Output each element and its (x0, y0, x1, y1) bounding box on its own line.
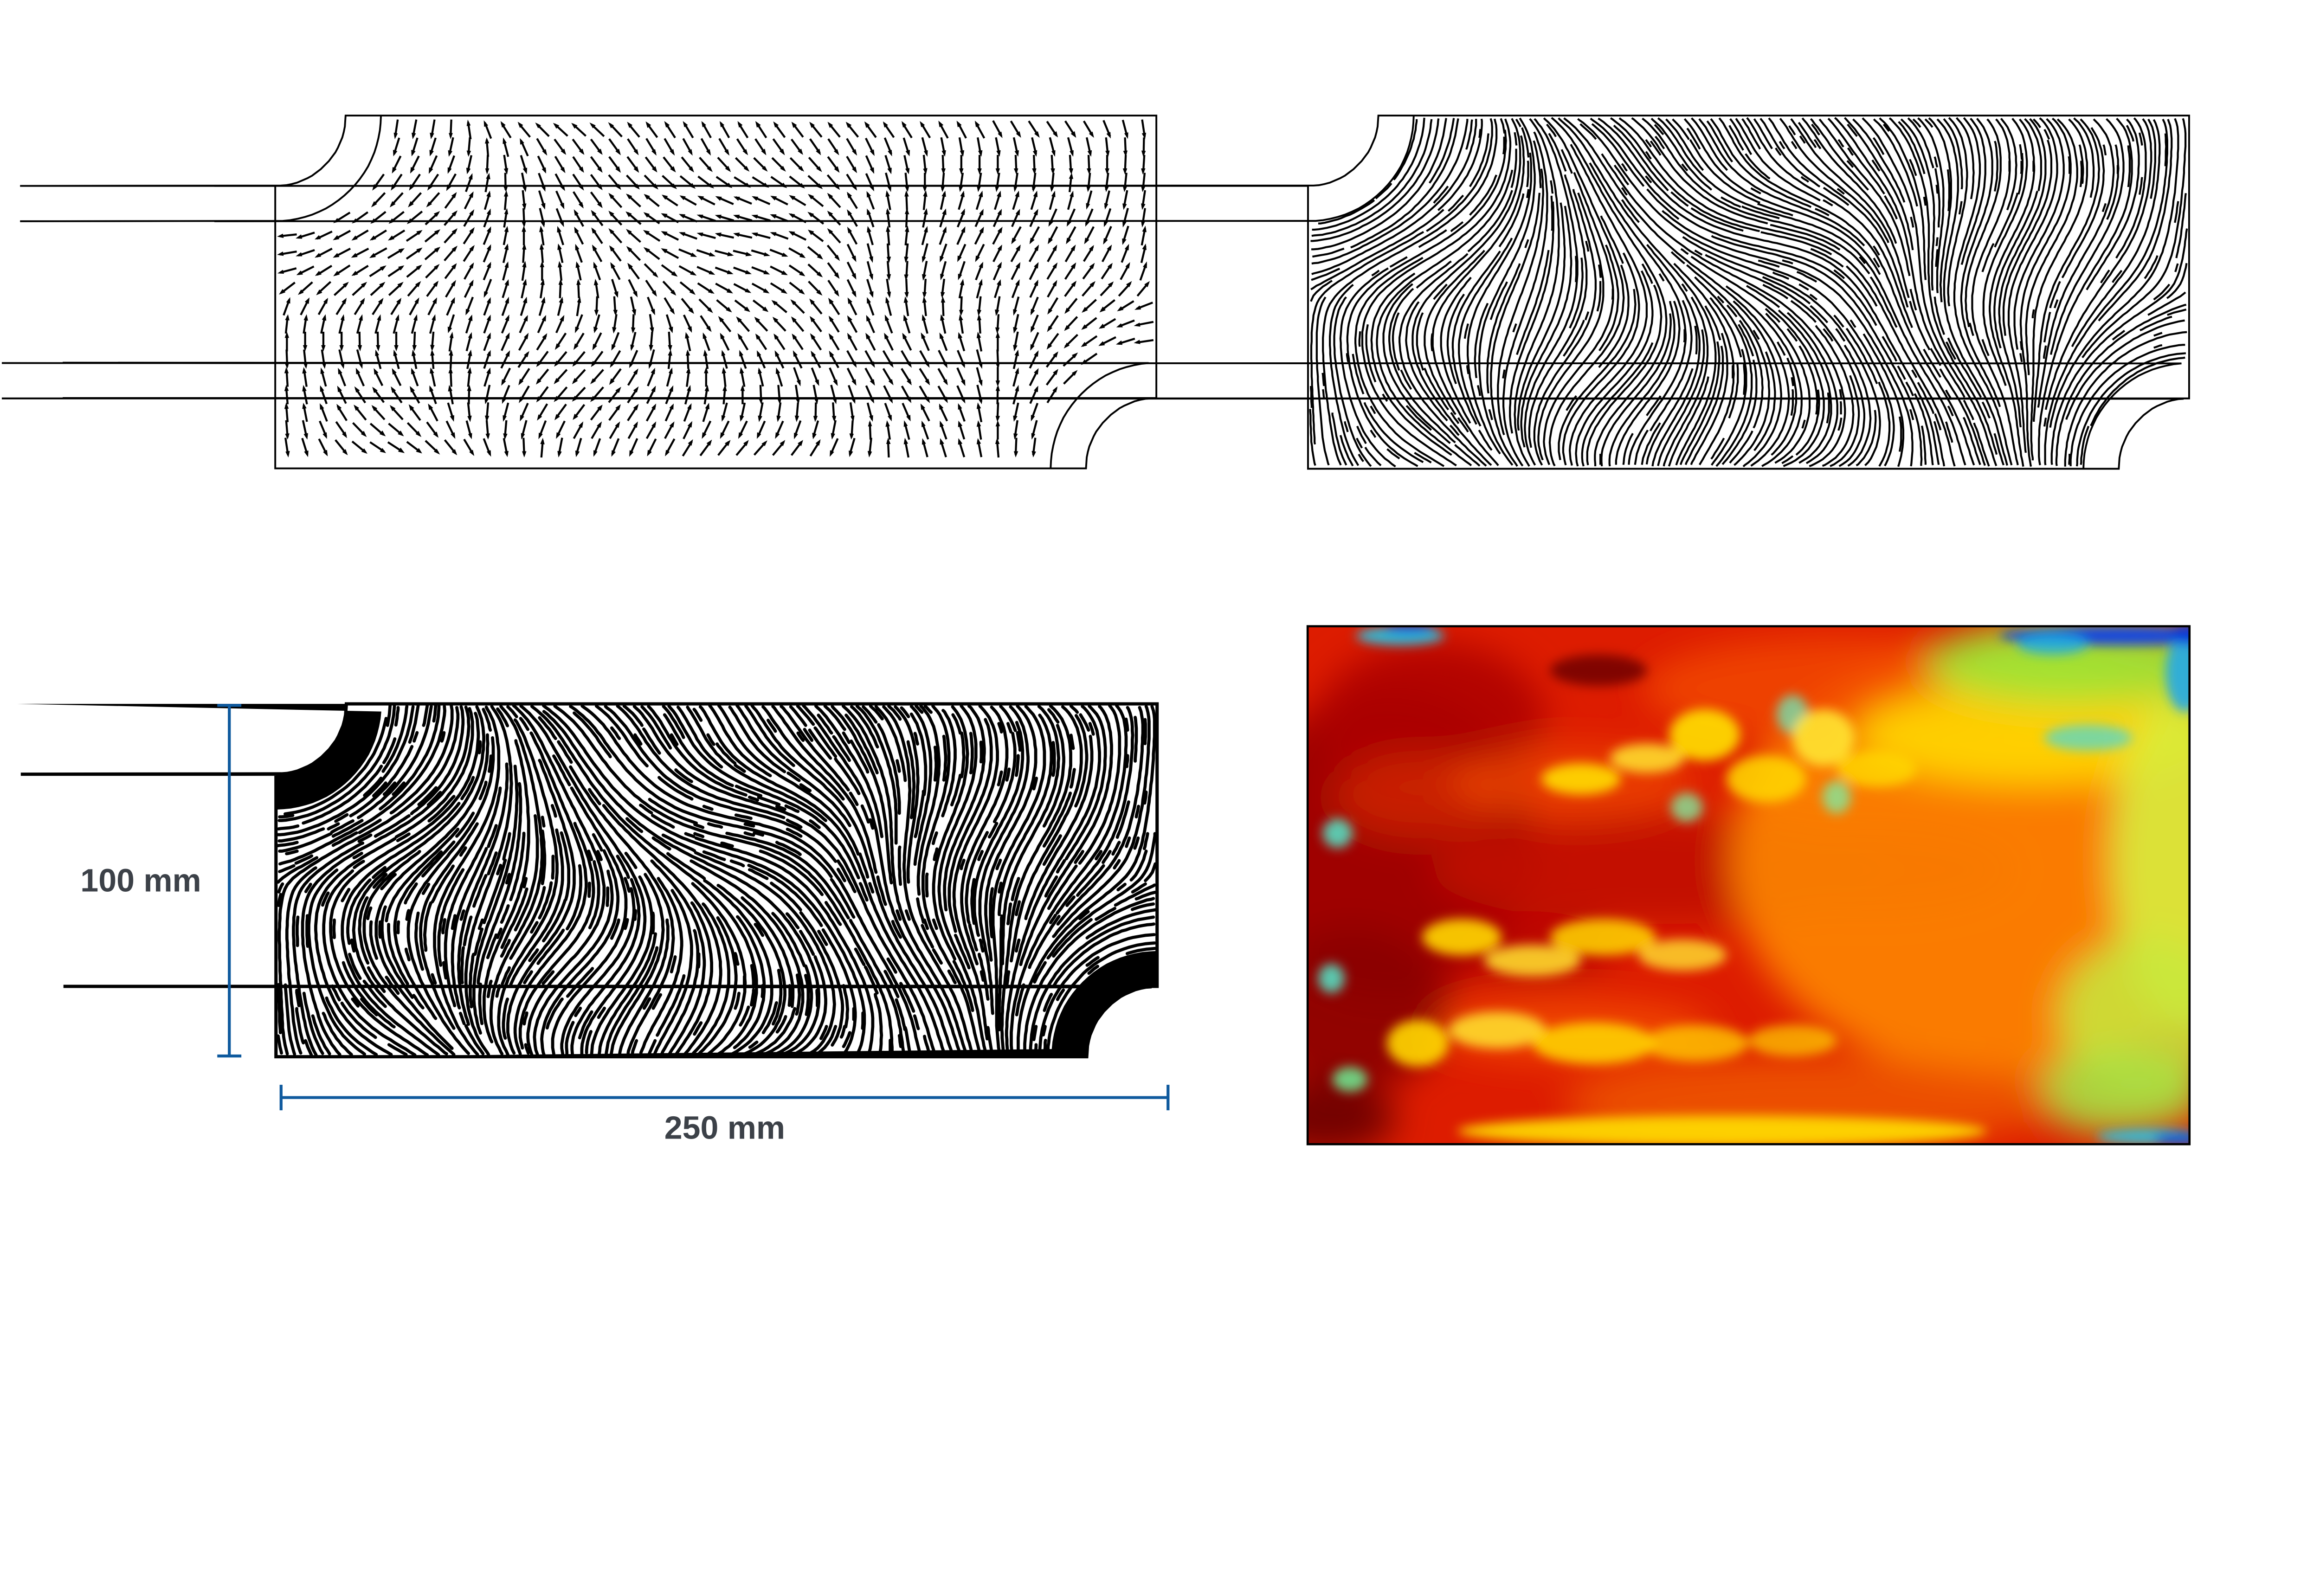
dimension-annotations: 100 mm 250 mm (80, 704, 1170, 1146)
heat-blob (1643, 1025, 1749, 1062)
heat-blob (1422, 919, 1502, 956)
heat-blob (2170, 626, 2190, 644)
heat-blob (1541, 763, 1621, 795)
heat-blob (1925, 626, 2190, 704)
wall-offset-arc-tl (214, 115, 1415, 222)
heat-blob (1748, 1025, 1837, 1056)
heat-blob (1837, 750, 1916, 787)
height-dimension-label: 100 mm (80, 862, 201, 899)
heat-blob (1457, 1115, 1987, 1145)
heat-blob (1670, 792, 1703, 822)
heat-blob (2154, 1133, 2190, 1145)
heat-blob (2165, 634, 2190, 712)
streamline-panel (1, 115, 2190, 470)
heat-blob (1726, 755, 1806, 803)
quiver-panel (20, 115, 1158, 470)
streamline-clip-group (1309, 117, 2188, 468)
heat-blob (1322, 818, 1353, 848)
toolpath-panel (17, 702, 1159, 1059)
heat-blob (1822, 780, 1851, 814)
four-panel-figure: 100 mm 250 mm (1, 115, 2191, 1146)
heat-blob (1792, 709, 1855, 766)
heatmap-small-blobs (1318, 626, 2190, 1145)
streamline-lines (1309, 117, 2188, 468)
heat-blob (1318, 964, 1345, 993)
heatmap-clip-group (1308, 626, 2190, 1145)
quiver-arrow-heads (277, 119, 1150, 458)
heat-blob (2044, 724, 2133, 751)
domain-outline (20, 115, 1158, 470)
heat-blob (1386, 1020, 1449, 1067)
heat-blob (1669, 709, 1740, 761)
wall-offset-arc-tl (20, 115, 382, 222)
heat-blob (1638, 939, 1727, 971)
heat-blob (1610, 743, 1684, 773)
wall-offset-arc-br (63, 361, 1149, 469)
width-dimension-label: 250 mm (664, 1109, 785, 1146)
heat-blob (1308, 1082, 1396, 1145)
solid-wall-band-tl (17, 704, 382, 810)
figure-canvas: 100 mm 250 mm (1, 115, 2191, 1146)
wall-offset-arc-br (1, 362, 2182, 469)
heat-blob (1550, 655, 1647, 686)
heat-blob (1332, 1067, 1368, 1092)
domain-outline (1, 115, 2190, 470)
heat-blob (1532, 1022, 1656, 1064)
heat-blob (2030, 1051, 2190, 1134)
toolpath-clip-group (276, 704, 1157, 1057)
heat-blob (2017, 634, 2088, 655)
heat-blob (1449, 1012, 1546, 1049)
heat-blob (1550, 919, 1656, 956)
stress-heatmap-panel (1306, 625, 2191, 1146)
heatmap-border (1306, 625, 2191, 1146)
domain-outline (20, 702, 1159, 1059)
heat-blob (1384, 626, 1434, 634)
heat-blob (1854, 683, 2190, 787)
heatmap-large-blobs (1308, 626, 2190, 1145)
heat-blob (1484, 945, 1581, 977)
quiver-arrow-shafts (279, 119, 1154, 458)
toolpath-lines (276, 704, 1157, 1057)
